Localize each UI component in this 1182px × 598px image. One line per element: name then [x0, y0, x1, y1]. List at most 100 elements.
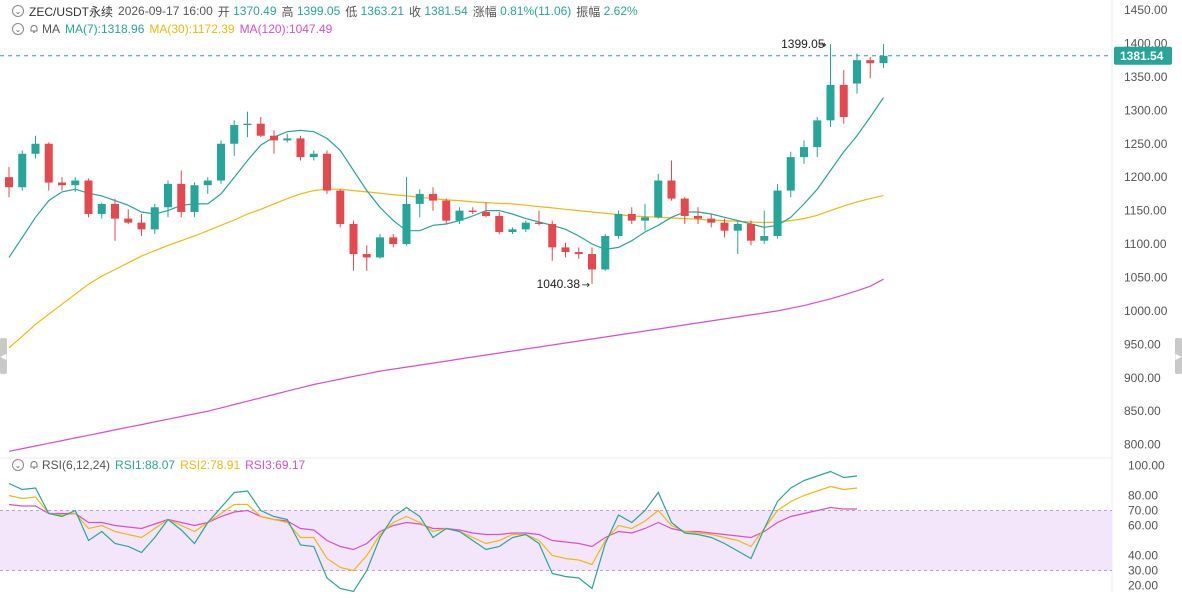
candle-body: [256, 123, 265, 136]
candle-body: [415, 193, 424, 204]
change-label: 涨幅: [472, 4, 497, 19]
candle-body: [217, 143, 225, 181]
price-tick-label: 950.00: [1124, 337, 1161, 351]
rsi3-value: RSI3:69.17: [245, 458, 306, 472]
price-tick-label: 1300.00: [1124, 103, 1168, 117]
candle-body: [44, 143, 53, 183]
rsi-tick-label: 40.00: [1128, 549, 1158, 563]
candle-body: [164, 183, 172, 208]
price-tick-label: 1050.00: [1124, 270, 1168, 284]
candle-body: [879, 55, 888, 64]
candle-body: [495, 215, 504, 233]
open-value: 1370.49: [233, 4, 277, 18]
candle-body: [58, 182, 66, 186]
candle-body: [5, 177, 13, 188]
high-label: 高: [281, 4, 294, 19]
candle-body: [362, 254, 371, 258]
candle-body: [535, 222, 543, 224]
candle-body: [627, 213, 636, 221]
candle-body: [389, 237, 398, 245]
candle-body: [137, 222, 146, 230]
candle-body: [270, 135, 278, 141]
candle-body: [97, 203, 106, 214]
price-tick-label: 1450.00: [1124, 3, 1168, 17]
amplitude-label: 振幅: [576, 4, 601, 19]
ma120-line: [8, 278, 884, 452]
arrow-icon: →: [818, 40, 826, 51]
price-tick-label: 900.00: [1124, 371, 1161, 385]
candle-body: [588, 254, 596, 270]
scroll-right-handle[interactable]: ▶: [1175, 338, 1182, 374]
candle-body: [402, 203, 411, 245]
close-label: 收: [409, 4, 422, 19]
candle-body: [468, 210, 477, 212]
price-tick-label: 1350.00: [1124, 70, 1168, 84]
candle-body: [654, 180, 663, 218]
price-tick-label: 1150.00: [1124, 204, 1167, 218]
last-price-label: 1381.54: [1120, 49, 1164, 63]
arrow-icon: →: [582, 280, 590, 291]
candle-body: [442, 200, 451, 221]
scroll-left-handle[interactable]: ◀: [0, 338, 7, 374]
candle-body: [826, 84, 835, 121]
candle-body: [574, 252, 583, 255]
candle-body: [71, 180, 80, 186]
candle-body: [853, 60, 861, 84]
rsi-tick-label: 100.00: [1128, 459, 1165, 473]
candle-body: [349, 223, 358, 255]
low-label: 低: [345, 4, 358, 19]
candle-body: [733, 223, 742, 231]
candle-body: [773, 190, 782, 237]
rsi-tick-label: 80.00: [1128, 489, 1158, 503]
candle-body: [455, 210, 464, 221]
price-tick-label: 1200.00: [1124, 170, 1168, 184]
symbol-label: ZEC/USDT永续: [29, 4, 114, 19]
candle-body: [124, 218, 133, 223]
candle-body: [230, 125, 239, 144]
candle-body: [601, 236, 610, 270]
candle-body: [760, 236, 769, 241]
candle-body: [667, 180, 676, 199]
ma120-value: MA(120):1047.49: [239, 22, 333, 36]
candle-body: [747, 223, 755, 241]
rsi-tick-label: 70.00: [1128, 504, 1158, 518]
candle-body: [614, 213, 623, 237]
low-value: 1363.21: [360, 4, 405, 18]
ma-label: MA: [42, 22, 60, 36]
high-annotation: 1399.05: [781, 37, 825, 51]
rsi1-value: RSI1:88.07: [115, 458, 176, 472]
rsi-tick-label: 60.00: [1128, 519, 1158, 533]
candle-body: [866, 60, 875, 64]
ma30-value: MA(30):1172.39: [149, 22, 235, 36]
price-tick-label: 800.00: [1124, 438, 1161, 452]
ma-legend: ⌄ MA MA(7):1318.96 MA(30):1172.39 MA(120…: [12, 21, 332, 37]
candle-body: [31, 143, 40, 154]
collapse-chevron-icon[interactable]: ⌄: [12, 5, 24, 17]
candle-body: [786, 157, 795, 191]
close-value: 1381.54: [424, 4, 468, 18]
collapse-chevron-icon[interactable]: ⌄: [12, 459, 24, 471]
ohlc-legend: ⌄ ZEC/USDT永续 2026-09-17 16:00 开 1370.49 …: [12, 3, 638, 19]
open-label: 开: [217, 4, 230, 19]
candle-body: [641, 217, 649, 221]
datetime-label: 2026-09-17 16:00: [118, 4, 213, 18]
bell-icon[interactable]: [29, 24, 39, 34]
candle-body: [680, 198, 689, 216]
high-value: 1399.05: [296, 4, 341, 18]
last-price-tag: [1114, 46, 1172, 65]
candle-body: [309, 153, 318, 158]
amplitude-value: 2.62%: [603, 4, 638, 18]
rsi-label: RSI(6,12,24): [42, 458, 111, 472]
rsi3-line: [8, 503, 857, 551]
candle-body: [429, 193, 437, 201]
rsi-legend: ⌄ RSI(6,12,24) RSI1:88.07 RSI2:78.91 RSI…: [12, 457, 305, 473]
candle-body: [177, 183, 186, 212]
candle-body: [561, 247, 570, 253]
candle-body: [376, 237, 384, 258]
collapse-chevron-icon[interactable]: ⌄: [12, 23, 24, 35]
candle-body: [707, 218, 716, 223]
candle-body: [800, 147, 808, 158]
bell-icon[interactable]: [29, 460, 39, 470]
